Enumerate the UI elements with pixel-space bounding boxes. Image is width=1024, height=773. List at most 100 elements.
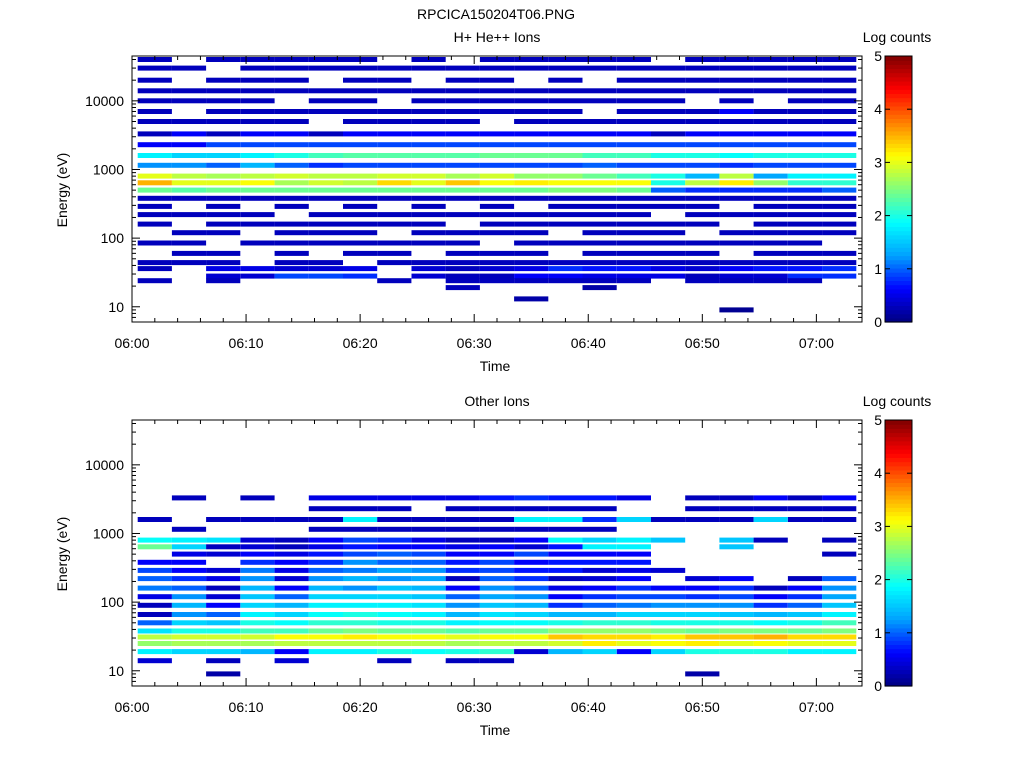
heatmap-cell: [616, 551, 651, 557]
heatmap-cell: [514, 109, 549, 114]
heatmap-cell: [479, 195, 515, 201]
heatmap-cell: [822, 131, 857, 137]
heatmap-cell: [308, 594, 343, 600]
colorbar-step: [885, 313, 912, 319]
heatmap-cell: [240, 620, 275, 626]
heatmap-cell: [719, 506, 754, 512]
heatmap-cell: [411, 567, 446, 573]
heatmap-cell: [582, 266, 617, 272]
colorbar-step: [885, 168, 912, 173]
colorbar-step: [885, 528, 912, 533]
heatmap-cell: [274, 203, 309, 209]
heatmap-cell: [308, 180, 343, 186]
heatmap-cell: [548, 594, 583, 600]
heatmap-cell: [377, 162, 412, 168]
heatmap-cell: [651, 641, 686, 646]
heatmap-cell: [308, 506, 343, 512]
colorbar-step: [885, 309, 912, 315]
heatmap-cell: [719, 278, 754, 284]
heatmap-cell: [582, 119, 617, 124]
heatmap-cell: [616, 131, 651, 137]
heatmap-cell: [377, 260, 412, 266]
heatmap-cell: [445, 162, 480, 168]
heatmap-cell: [137, 221, 172, 227]
heatmap-cell: [582, 628, 617, 634]
colorbar-step: [885, 432, 912, 438]
colorbar-step: [885, 193, 912, 198]
heatmap-cell: [479, 142, 515, 148]
heatmap-cell: [377, 551, 412, 557]
heatmap-cell: [753, 649, 788, 655]
heatmap-cell: [753, 506, 788, 512]
heatmap-cell: [787, 250, 823, 256]
heatmap-cell: [479, 230, 515, 236]
heatmap-cell: [616, 180, 651, 186]
heatmap-cell: [240, 567, 275, 573]
heatmap-cell: [582, 57, 617, 62]
heatmap-cell: [685, 495, 720, 501]
colorbar-step: [885, 436, 912, 442]
heatmap-cell: [582, 195, 617, 201]
heatmap-cell: [308, 602, 343, 608]
colorbar-step: [885, 665, 912, 670]
x-axis-label: Time: [480, 722, 511, 738]
heatmap-cell: [822, 153, 857, 158]
heatmap-cell: [719, 119, 754, 124]
heatmap-cell: [343, 641, 378, 646]
colorbar-step: [885, 449, 912, 454]
heatmap-cell: [171, 567, 207, 573]
heatmap-cell: [582, 612, 617, 617]
y-axis-label: Energy (eV): [54, 153, 70, 228]
heatmap-cell: [206, 212, 241, 218]
x-tick-label: 06:10: [229, 335, 264, 351]
heatmap-cell: [377, 173, 412, 179]
heatmap-cell: [171, 594, 207, 600]
heatmap-cell: [753, 221, 788, 227]
colorbar-step: [885, 159, 912, 165]
heatmap-cell: [411, 544, 446, 550]
heatmap-cell: [685, 649, 720, 655]
heatmap-cell: [582, 131, 617, 137]
heatmap-cell: [274, 119, 309, 124]
heatmap-cell: [343, 634, 378, 640]
heatmap-cell: [171, 526, 207, 532]
heatmap-cell: [206, 585, 241, 591]
heatmap-cell: [411, 65, 446, 71]
colorbar-step: [885, 276, 912, 282]
heatmap-cell: [822, 142, 857, 148]
heatmap-cell: [411, 109, 446, 114]
colorbar-step: [885, 577, 912, 583]
heatmap-cell: [685, 628, 720, 634]
heatmap-cell: [479, 620, 515, 626]
heatmap-cell: [548, 240, 583, 246]
heatmap-cell: [137, 65, 172, 71]
heatmap-cell: [822, 620, 857, 626]
heatmap-cell: [308, 559, 343, 565]
heatmap-cell: [445, 285, 480, 291]
heatmap-cell: [479, 250, 515, 256]
heatmap-cell: [548, 278, 583, 284]
heatmap-cell: [206, 119, 241, 124]
heatmap-cell: [206, 273, 241, 279]
heatmap-cell: [445, 109, 480, 114]
heatmap-cell: [651, 203, 686, 209]
heatmap-cell: [137, 162, 172, 168]
heatmap-cell: [171, 649, 207, 655]
heatmap-cell: [240, 585, 275, 591]
heatmap-cell: [822, 260, 857, 266]
heatmap-cell: [753, 278, 788, 284]
heatmap-cell: [651, 240, 686, 246]
heatmap-cell: [274, 628, 309, 634]
heatmap-cell: [411, 240, 446, 246]
heatmap-cell: [822, 517, 857, 522]
heatmap-cell: [719, 649, 754, 655]
heatmap-cell: [787, 119, 823, 124]
y-tick-label: 10: [108, 299, 124, 315]
heatmap-cell: [171, 544, 207, 550]
heatmap-cell: [514, 65, 549, 71]
heatmap-cell: [514, 187, 549, 193]
heatmap-cell: [343, 221, 378, 227]
heatmap-cell: [787, 278, 823, 284]
colorbar-step: [885, 85, 912, 90]
heatmap-cell: [274, 612, 309, 617]
